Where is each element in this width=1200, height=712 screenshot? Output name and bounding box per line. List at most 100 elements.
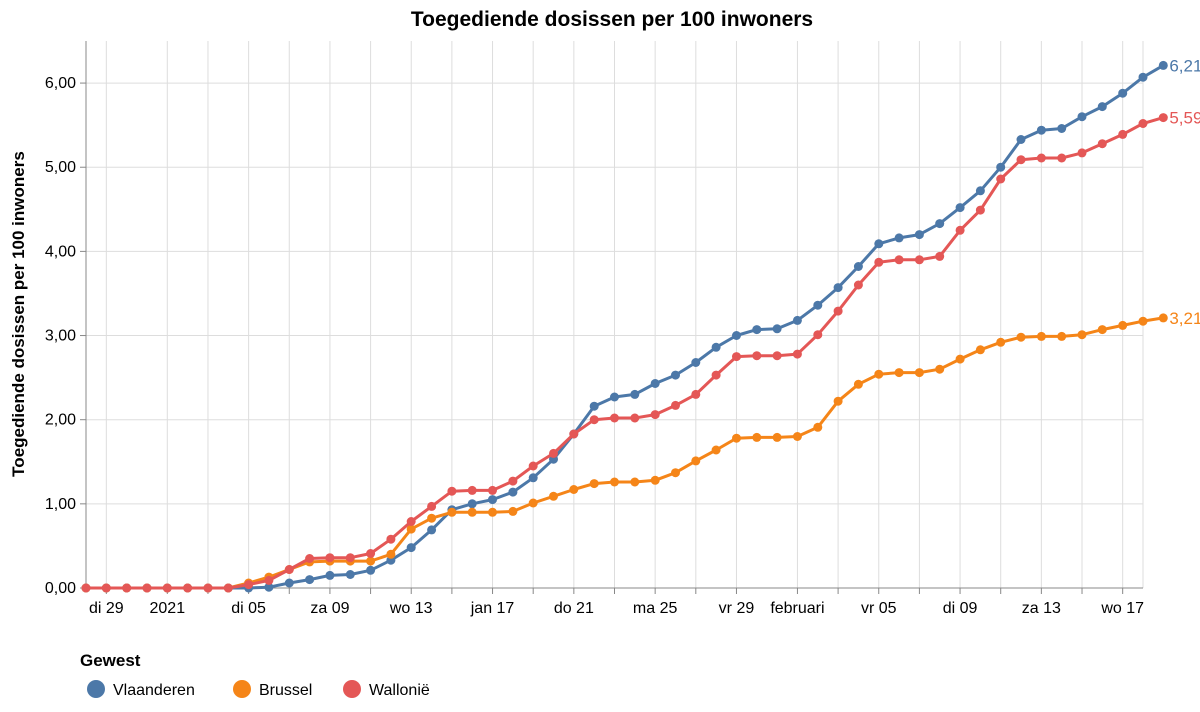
data-point: [467, 507, 477, 517]
data-point: [528, 461, 538, 471]
data-point: [81, 583, 91, 593]
series-wallonië: [81, 113, 1168, 593]
legend-swatch: [233, 680, 251, 698]
data-point: [1097, 325, 1107, 335]
data-point: [792, 349, 802, 359]
data-point: [1138, 316, 1148, 326]
data-point: [772, 351, 782, 361]
x-tick-label: za 09: [310, 600, 349, 617]
legend-items: Vlaanderen Brussel Wallonië: [87, 680, 430, 699]
data-point: [914, 368, 924, 378]
x-tick-label: do 21: [554, 600, 594, 617]
data-point: [569, 429, 579, 439]
data-point: [386, 549, 396, 559]
data-point: [264, 582, 274, 592]
data-point: [752, 432, 762, 442]
data-point: [914, 255, 924, 265]
data-point: [1077, 112, 1087, 122]
data-point: [488, 495, 497, 505]
data-point: [955, 203, 965, 213]
data-point: [975, 345, 985, 355]
end-labels: 6,21 3,21 5,59: [1169, 56, 1200, 327]
data-point: [467, 499, 477, 509]
series-line: [86, 116, 1164, 590]
data-point: [447, 486, 457, 496]
data-point: [162, 583, 172, 593]
data-point: [264, 575, 274, 585]
data-point: [1097, 102, 1107, 112]
x-tick-label: ma 25: [633, 600, 678, 617]
x-tick-label: di 29: [89, 600, 124, 617]
chart-title: Toegediende dosissen per 100 inwoners: [411, 8, 813, 31]
legend-label: Brussel: [259, 682, 312, 699]
data-point: [386, 534, 396, 544]
data-point: [813, 330, 823, 340]
data-point: [691, 456, 701, 466]
data-point: [122, 583, 132, 593]
legend-title: Gewest: [80, 651, 141, 670]
x-tick-label: vr 05: [861, 600, 897, 617]
y-tick-label: 2,00: [45, 412, 76, 429]
data-point: [853, 379, 863, 389]
data-point: [691, 389, 701, 399]
axes: di 29 2021 di 05 za 09 wo 13 jan 17 do 21 ma 25…: [45, 41, 1144, 617]
data-point: [1118, 320, 1128, 330]
data-point: [650, 379, 660, 388]
data-point: [569, 485, 579, 494]
x-tick-label: di 05: [231, 600, 266, 617]
data-point: [488, 485, 497, 495]
data-point: [366, 549, 376, 558]
data-point: [671, 468, 680, 478]
data-point: [853, 280, 863, 290]
data-point: [305, 575, 315, 585]
data-point: [914, 230, 924, 240]
data-point: [792, 432, 802, 441]
data-point: [955, 225, 965, 235]
data-point: [894, 255, 904, 265]
data-point: [792, 315, 802, 325]
data-point: [284, 578, 294, 588]
series-line: [86, 316, 1164, 590]
data-point: [528, 473, 538, 483]
end-label: 5,59: [1169, 109, 1200, 128]
x-tick-label: za 13: [1022, 600, 1061, 617]
data-point: [1158, 113, 1168, 123]
y-tick-label: 0,00: [45, 580, 76, 597]
data-point: [284, 565, 294, 574]
data-point: [1036, 331, 1046, 341]
legend-swatch: [343, 680, 361, 698]
data-point: [406, 524, 416, 534]
data-point: [772, 432, 782, 442]
data-point: [1036, 125, 1046, 135]
end-label: 3,21: [1169, 309, 1200, 328]
legend: Gewest Vlaanderen Brussel Wallonië: [80, 651, 430, 699]
data-point: [1097, 139, 1107, 149]
data-point: [752, 325, 762, 335]
data-point: [1138, 119, 1148, 128]
data-point: [711, 342, 721, 352]
data-point: [1118, 88, 1128, 98]
data-point: [589, 415, 599, 425]
data-point: [508, 506, 518, 516]
data-point: [711, 370, 721, 380]
data-point: [853, 262, 863, 271]
y-tick-label: 6,00: [45, 75, 76, 92]
data-point: [1016, 135, 1026, 144]
data-point: [772, 324, 782, 334]
legend-label: Wallonië: [369, 682, 430, 699]
legend-label: Vlaanderen: [113, 682, 195, 699]
data-point: [1077, 330, 1087, 340]
data-point: [935, 251, 945, 261]
x-tick-label: vr 29: [719, 600, 755, 617]
data-point: [325, 553, 335, 563]
data-point: [488, 507, 497, 517]
data-point: [142, 583, 152, 593]
data-point: [610, 413, 619, 423]
data-point: [427, 501, 437, 511]
data-point: [671, 370, 680, 380]
x-tick-label: februari: [770, 600, 824, 617]
data-point: [345, 553, 355, 563]
data-point: [975, 186, 985, 196]
